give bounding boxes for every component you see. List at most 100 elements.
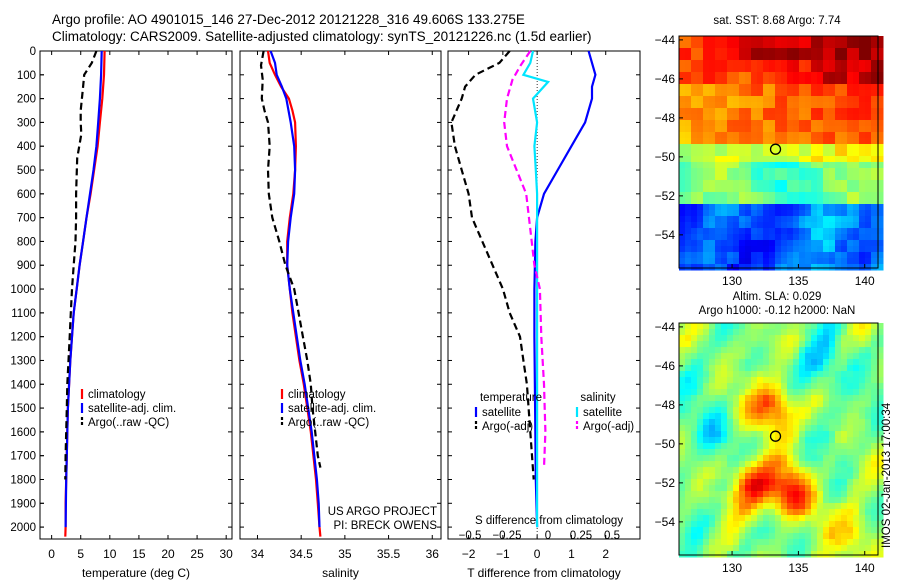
sla_map-cell: [685, 551, 692, 558]
sla_map-cell: [877, 335, 884, 342]
sst_map-cell: [685, 240, 692, 247]
sla_map-cell: [739, 509, 746, 516]
sst_map-cell: [871, 168, 878, 175]
sst_map-cell: [859, 204, 866, 211]
sst_map-cell: [829, 228, 836, 235]
sla_map-cell: [841, 527, 848, 534]
sst_map-cell: [715, 120, 722, 127]
sst_map-cell: [691, 162, 698, 169]
sst_map-cell: [811, 54, 818, 61]
sla_map-cell: [703, 347, 710, 354]
sla_map-cell: [721, 485, 728, 492]
sst_map-cell: [793, 60, 800, 67]
sla_map-cell: [799, 539, 806, 546]
sla_map-cell: [733, 449, 740, 456]
sla_map-cell: [751, 533, 758, 540]
sla_map-cell: [781, 485, 788, 492]
sst_map-cell: [811, 102, 818, 109]
sst_map-cell: [733, 54, 740, 61]
sst_map-cell: [715, 174, 722, 181]
sst_map-cell: [781, 204, 788, 211]
sla_map-cell: [721, 419, 728, 426]
sst_map-cell: [811, 216, 818, 223]
sst_map-cell: [847, 84, 854, 91]
sst_map-cell: [865, 144, 872, 151]
sla_map-cell: [829, 371, 836, 378]
sla_map-cell: [841, 449, 848, 456]
sst_map-cell: [733, 162, 740, 169]
sla_map-cell: [733, 473, 740, 480]
sla_map-cell: [727, 335, 734, 342]
sst_map-cell: [829, 60, 836, 67]
sla_map-cell: [751, 329, 758, 336]
sla_map-cell: [823, 527, 830, 534]
sla_map-cell: [733, 359, 740, 366]
sst_map-cell: [763, 108, 770, 115]
sst_map-cell: [757, 54, 764, 61]
sla_map-cell: [697, 383, 704, 390]
sst_map-cell: [697, 42, 704, 49]
sst_map-cell: [733, 60, 740, 67]
sst_map-cell: [781, 180, 788, 187]
sla_map-cell: [841, 431, 848, 438]
sst_map-cell: [829, 84, 836, 91]
sst_map-cell: [721, 228, 728, 235]
sst_map-cell: [853, 120, 860, 127]
sla_map-cell: [841, 467, 848, 474]
sla_map-cell: [847, 467, 854, 474]
sla_map-cell: [751, 377, 758, 384]
sst_map-cell: [775, 96, 782, 103]
sst_map-cell: [781, 216, 788, 223]
sst_map-cell: [847, 168, 854, 175]
sst_map-cell: [763, 222, 770, 229]
sla_map-cell: [697, 461, 704, 468]
sla_map-cell: [751, 389, 758, 396]
sla_map-cell: [739, 551, 746, 558]
sla_map-cell: [757, 389, 764, 396]
sst_map-cell: [805, 246, 812, 253]
sla_map-cell: [823, 365, 830, 372]
sst_map-cell: [733, 138, 740, 145]
sla_map-cell: [877, 371, 884, 378]
sst_map-cell: [775, 264, 782, 271]
sst_map-cell: [763, 114, 770, 121]
sla_map-cell: [811, 335, 818, 342]
sst_map-cell: [811, 120, 818, 127]
sla_map-cell: [739, 449, 746, 456]
sst_map-cell: [877, 66, 884, 73]
sla_map-cell: [823, 323, 830, 330]
sla_map-cell: [871, 389, 878, 396]
sla_map-cell: [739, 365, 746, 372]
sla-map-subtitle: Argo h1000: -0.12 h2000: NaN: [699, 305, 856, 317]
sst_map-cell: [745, 246, 752, 253]
sla_map-cell: [715, 347, 722, 354]
sla_map-cell: [793, 455, 800, 462]
sst_map-cell: [781, 144, 788, 151]
sla_map-cell: [703, 389, 710, 396]
sst_map-cell: [823, 114, 830, 121]
sla_map-cell: [805, 383, 812, 390]
sla_map-cell: [679, 341, 686, 348]
sla_map-cell: [871, 359, 878, 366]
sla_map-cell: [703, 491, 710, 498]
sla_map-cell: [691, 545, 698, 552]
sst_map-cell: [841, 180, 848, 187]
sla_map-cell: [715, 365, 722, 372]
sla_map-cell: [751, 443, 758, 450]
sst_map-cell: [877, 102, 884, 109]
sla_map-cell: [679, 353, 686, 360]
sst_map-cell: [763, 60, 770, 67]
sst_map-cell: [757, 126, 764, 133]
sla_map-cell: [697, 413, 704, 420]
sla_map-cell: [841, 485, 848, 492]
sst_map-cell: [793, 240, 800, 247]
sst_map-cell: [769, 114, 776, 121]
sst_map-cell: [685, 168, 692, 175]
sla_map-cell: [817, 425, 824, 432]
sla_map-cell: [769, 353, 776, 360]
sla_map-cell: [751, 431, 758, 438]
sla_map-cell: [745, 509, 752, 516]
imos-timestamp: IMOS 02-Jan-2013 17:00:34: [881, 402, 893, 548]
sst_map-cell: [739, 54, 746, 61]
sla_map-cell: [877, 347, 884, 354]
